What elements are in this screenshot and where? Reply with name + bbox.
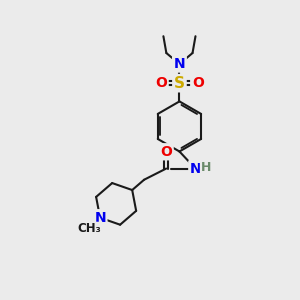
Text: O: O (192, 76, 204, 90)
Text: CH₃: CH₃ (77, 222, 101, 235)
Text: N: N (174, 57, 185, 71)
Text: N: N (190, 161, 202, 176)
Text: S: S (174, 76, 185, 91)
Text: O: O (160, 145, 172, 159)
Text: H: H (200, 161, 211, 175)
Text: O: O (155, 76, 167, 90)
Text: N: N (94, 211, 106, 225)
